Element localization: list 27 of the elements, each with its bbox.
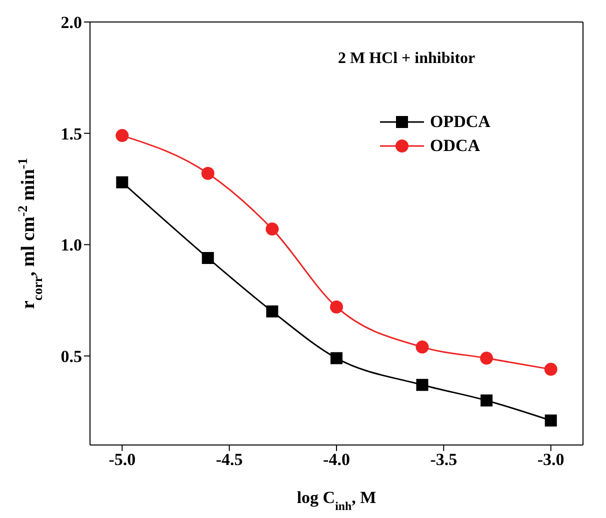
point <box>202 252 214 264</box>
point <box>330 352 342 364</box>
point <box>116 129 129 142</box>
point <box>201 166 214 180</box>
point <box>480 352 494 365</box>
y-tick-label: 2.0 <box>60 13 82 32</box>
y-tick-label: 0.5 <box>60 346 82 366</box>
point <box>266 222 279 236</box>
legend-label: OPDCA <box>430 112 490 132</box>
point <box>416 340 429 354</box>
y-tick-label: 1.5 <box>60 124 82 144</box>
point <box>266 305 278 318</box>
point <box>416 378 428 391</box>
point <box>544 362 558 376</box>
x-tick-label: -5.0 <box>108 450 136 470</box>
point <box>544 414 557 427</box>
x-tick-label: -4.0 <box>323 450 350 470</box>
point <box>116 176 128 188</box>
y-tick-label: 1.0 <box>60 236 82 255</box>
legend-label: ODCA <box>430 136 480 156</box>
point <box>330 300 343 314</box>
x-tick-label: -3.0 <box>537 450 564 470</box>
x-tick-label: -4.5 <box>216 450 243 470</box>
x-axis-title: log C$_{inh}$, M <box>296 488 376 513</box>
annotation: 2 M HCl + inhibitor <box>338 50 476 68</box>
point <box>480 394 493 406</box>
x-tick-label: -3.5 <box>430 450 458 470</box>
